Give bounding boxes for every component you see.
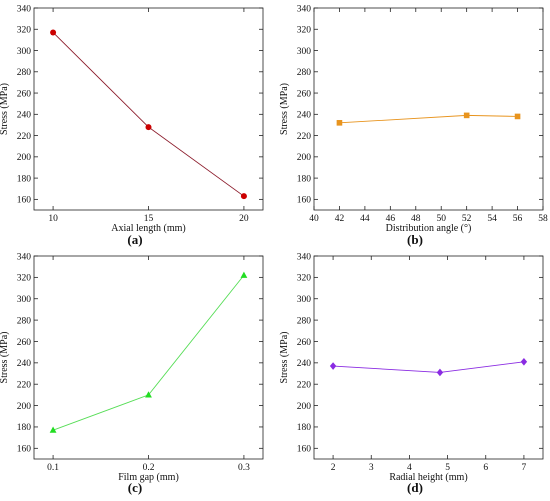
y-tick-label: 260 bbox=[297, 89, 312, 99]
panel-caption: (a) bbox=[127, 232, 142, 247]
x-tick-label: 42 bbox=[335, 214, 345, 224]
data-point bbox=[436, 368, 444, 377]
chart-panel-a: 160 180 200 220 240 260 280 300 320 340 10 15 20 Axia… bbox=[0, 4, 264, 247]
x-tick-label: 6 bbox=[483, 463, 488, 473]
x-tick-label: 52 bbox=[462, 214, 472, 224]
y-tick-label: 280 bbox=[17, 316, 32, 326]
x-tick-label: 3 bbox=[369, 463, 374, 473]
y-tick-label: 280 bbox=[297, 68, 312, 78]
x-tick-label: 48 bbox=[411, 214, 421, 224]
y-axis-label: Stress (MPa) bbox=[279, 83, 290, 135]
y-tick-label: 200 bbox=[297, 402, 312, 412]
y-axis-label: Stress (MPa) bbox=[0, 332, 10, 384]
y-tick-label: 260 bbox=[297, 338, 312, 348]
x-tick-label: 0.1 bbox=[47, 463, 59, 473]
y-tick-label: 340 bbox=[17, 4, 32, 14]
data-point bbox=[50, 29, 57, 36]
x-tick-label: 54 bbox=[487, 214, 497, 224]
data-point bbox=[463, 112, 470, 119]
y-tick-label: 340 bbox=[297, 252, 312, 262]
y-tick-label: 200 bbox=[17, 402, 32, 412]
panel-caption: (d) bbox=[407, 480, 423, 495]
y-tick-label: 220 bbox=[17, 132, 32, 142]
series-line bbox=[333, 361, 524, 373]
y-tick-label: 340 bbox=[297, 4, 312, 14]
y-axis-label: Stress (MPa) bbox=[0, 83, 10, 135]
y-tick-label: 260 bbox=[17, 338, 32, 348]
y-tick-label: 260 bbox=[17, 89, 32, 99]
y-tick-label: 180 bbox=[17, 174, 32, 184]
data-point bbox=[49, 426, 57, 433]
x-tick-label: 0.3 bbox=[238, 463, 250, 473]
data-point bbox=[520, 357, 528, 366]
x-axis-label: Axial length (mm) bbox=[111, 223, 185, 234]
y-tick-label: 320 bbox=[17, 26, 32, 36]
y-tick-label: 220 bbox=[17, 381, 32, 391]
series-line bbox=[52, 274, 245, 431]
x-tick-label: 20 bbox=[239, 214, 249, 224]
x-axis-label: Film gap (mm) bbox=[118, 472, 179, 483]
y-tick-label: 240 bbox=[297, 359, 312, 369]
x-tick-label: 0.2 bbox=[143, 463, 155, 473]
plot-frame bbox=[33, 7, 264, 211]
x-tick-label: 15 bbox=[144, 214, 154, 224]
y-tick-label: 300 bbox=[297, 47, 312, 57]
data-point bbox=[514, 113, 521, 120]
x-tick-label: 40 bbox=[309, 214, 319, 224]
x-tick-label: 46 bbox=[386, 214, 396, 224]
data-point bbox=[240, 193, 247, 200]
y-tick-label: 300 bbox=[17, 295, 32, 305]
y-tick-label: 160 bbox=[297, 196, 312, 206]
plot-frame bbox=[313, 255, 544, 460]
y-tick-label: 220 bbox=[297, 132, 312, 142]
x-tick-label: 50 bbox=[436, 214, 446, 224]
data-point bbox=[145, 124, 152, 131]
y-tick-label: 180 bbox=[17, 423, 32, 433]
x-tick-label: 56 bbox=[513, 214, 523, 224]
data-point bbox=[329, 362, 337, 370]
x-axis-label: Radial height (mm) bbox=[389, 472, 467, 483]
y-tick-label: 320 bbox=[297, 274, 312, 284]
y-tick-label: 320 bbox=[297, 26, 312, 36]
y-tick-label: 240 bbox=[297, 111, 312, 121]
y-tick-label: 280 bbox=[297, 316, 312, 326]
x-tick-label: 44 bbox=[360, 214, 370, 224]
y-tick-label: 300 bbox=[17, 47, 32, 57]
series-line bbox=[52, 32, 245, 197]
x-tick-label: 4 bbox=[407, 463, 412, 473]
y-tick-label: 220 bbox=[297, 381, 312, 391]
x-tick-label: 2 bbox=[331, 463, 336, 473]
y-tick-label: 200 bbox=[297, 153, 312, 163]
chart-panel-b: 160 180 200 220 240 260 280 300 320 340 40 42 44 46 48… bbox=[279, 4, 548, 247]
y-tick-label: 320 bbox=[17, 274, 32, 284]
y-tick-label: 180 bbox=[297, 174, 312, 184]
x-tick-label: 58 bbox=[538, 214, 548, 224]
chart-panel-d: 160 180 200 220 240 260 280 300 320 340 2 3 4 5 6 7 Radi… bbox=[279, 252, 544, 495]
chart-panel-c: 160 180 200 220 240 260 280 300 320 340 0.1 0.2 0.3 F… bbox=[0, 252, 264, 495]
x-tick-label: 7 bbox=[522, 463, 527, 473]
plot-frame bbox=[33, 255, 264, 460]
data-point bbox=[145, 391, 152, 398]
y-tick-label: 340 bbox=[17, 252, 32, 262]
y-tick-label: 240 bbox=[17, 111, 32, 121]
panel-caption: (c) bbox=[128, 480, 142, 495]
y-tick-label: 180 bbox=[297, 423, 312, 433]
plot-frame bbox=[313, 7, 544, 211]
panel-caption: (b) bbox=[407, 232, 423, 247]
series-line bbox=[339, 114, 518, 124]
y-tick-label: 240 bbox=[17, 359, 32, 369]
y-tick-label: 200 bbox=[17, 153, 32, 163]
y-axis-label: Stress (MPa) bbox=[279, 332, 290, 384]
data-point bbox=[336, 120, 343, 126]
y-tick-label: 300 bbox=[297, 295, 312, 305]
y-tick-label: 280 bbox=[17, 68, 32, 78]
y-tick-label: 160 bbox=[17, 196, 32, 206]
y-tick-label: 160 bbox=[17, 445, 32, 455]
x-tick-label: 10 bbox=[48, 214, 58, 224]
x-axis-label: Distribution angle (°) bbox=[386, 223, 472, 234]
y-tick-label: 160 bbox=[297, 445, 312, 455]
x-tick-label: 5 bbox=[445, 463, 450, 473]
data-point bbox=[240, 271, 248, 278]
